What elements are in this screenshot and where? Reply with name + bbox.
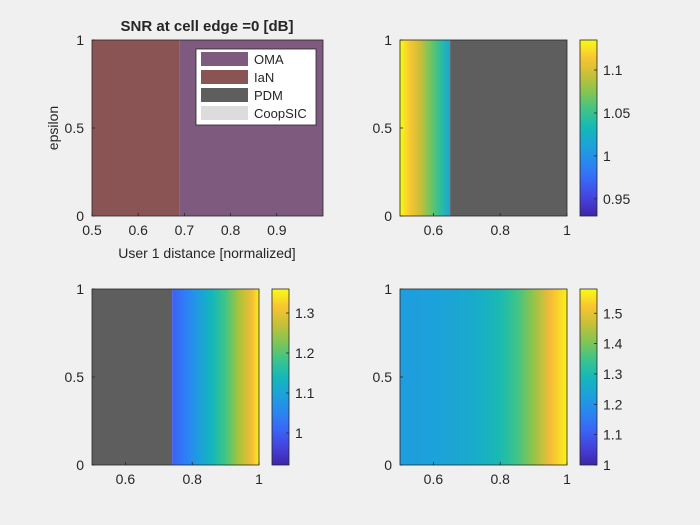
legend-swatch-ian bbox=[201, 70, 248, 84]
panel-4-colorbar-gradient bbox=[579, 288, 598, 466]
panel-1-legend: OMA IaN PDM CoopSIC bbox=[195, 48, 317, 126]
panel-4-axes-frame bbox=[399, 288, 568, 466]
gain-heatmap-region bbox=[172, 289, 259, 465]
panel-1-ytick-label: 1 bbox=[76, 32, 84, 48]
panel-4-ytick-label: 0.5 bbox=[373, 369, 393, 385]
panel-3-xtick-label: 0.8 bbox=[182, 471, 202, 487]
panel-2-xtick-label: 1 bbox=[563, 222, 571, 238]
panel-4-colorbar-tick-label: 1.5 bbox=[603, 305, 623, 321]
panel-2-xtick-label: 0.8 bbox=[490, 222, 510, 238]
panel-2-plot-area bbox=[400, 40, 567, 216]
region-ian bbox=[92, 40, 180, 216]
panel-4-ytick-label: 0 bbox=[384, 457, 392, 473]
panel-2: 0.6 0.8 1 0 0.5 1 0.95 1 1.05 1.1 bbox=[373, 32, 631, 238]
panel-4-xtick-label: 0.8 bbox=[490, 471, 510, 487]
panel-1-axes: 0.5 0.6 0.7 0.8 0.900.51 bbox=[65, 32, 324, 238]
panel-2-axes-frame bbox=[399, 39, 568, 217]
legend-label-oma: OMA bbox=[254, 52, 284, 67]
panel-1-ytick-label: 0 bbox=[76, 208, 84, 224]
panel-3-axes-frame bbox=[91, 288, 260, 466]
panel-4-xtick-label: 1 bbox=[563, 471, 571, 487]
panel-3-ytick-label: 1 bbox=[76, 281, 84, 297]
panel-1-xtick-label: 0.5 bbox=[82, 222, 102, 238]
panel-3-colorbar-tick-label: 1.2 bbox=[295, 345, 315, 361]
panel-3-colorbar: 1 1.1 1.2 1.3 bbox=[271, 288, 315, 466]
panel-1-xtick-label: 0.6 bbox=[128, 222, 148, 238]
panel-1: SNR at cell edge =0 [dB] 0.5 0.6 0.7 0.8 0.9… bbox=[45, 18, 324, 261]
legend-label-ian: IaN bbox=[254, 70, 274, 85]
region-pdm bbox=[450, 40, 567, 216]
gain-heatmap-region bbox=[400, 289, 567, 465]
panel-3-colorbar-tick-label: 1.1 bbox=[295, 385, 315, 401]
legend-label-pdm: PDM bbox=[254, 88, 283, 103]
panel-2-colorbar: 0.95 1 1.05 1.1 bbox=[579, 39, 630, 217]
panel-4-ytick-label: 1 bbox=[384, 281, 392, 297]
legend-swatch-pdm bbox=[201, 88, 248, 102]
panel-2-xtick-label: 0.6 bbox=[424, 222, 444, 238]
panel-3-xtick-label: 1 bbox=[255, 471, 263, 487]
panel-1-ytick-label: 0.5 bbox=[65, 120, 85, 136]
panel-3-colorbar-gradient bbox=[271, 288, 290, 466]
panel-4-colorbar-tick-label: 1.3 bbox=[603, 366, 623, 382]
panel-3-plot-area bbox=[92, 289, 259, 465]
panel-3: 0.6 0.8 1 0 0.5 1 1 1.1 1.2 1.3 bbox=[65, 281, 315, 487]
legend-label-coopsic: CoopSIC bbox=[254, 106, 307, 121]
gain-heatmap-region bbox=[400, 40, 451, 216]
panel-2-colorbar-tick-label: 1.1 bbox=[603, 62, 623, 78]
panel-2-colorbar-tick-label: 0.95 bbox=[603, 191, 630, 207]
panel-4: 0.6 0.8 1 0 0.5 1 1 1.1 1.2 1.3 1.4 1.5 bbox=[373, 281, 623, 487]
panel-1-axes-frame bbox=[91, 39, 324, 217]
panel-1-xtick-label: 0.8 bbox=[221, 222, 241, 238]
panel-4-colorbar-tick-label: 1.4 bbox=[603, 336, 623, 352]
panel-1-xtick-label: 0.7 bbox=[175, 222, 195, 238]
panel-3-colorbar-tick-label: 1.3 bbox=[295, 305, 315, 321]
panel-4-xtick-label: 0.6 bbox=[424, 471, 444, 487]
panel-2-ytick-label: 0.5 bbox=[373, 120, 393, 136]
region-pdm bbox=[92, 289, 173, 465]
panel-4-plot-area bbox=[400, 289, 567, 465]
panel-1-xtick-label: 0.9 bbox=[267, 222, 287, 238]
panel-4-colorbar: 1 1.1 1.2 1.3 1.4 1.5 bbox=[579, 288, 623, 473]
panel-2-ytick-label: 1 bbox=[384, 32, 392, 48]
legend-swatch-coopsic bbox=[201, 106, 248, 120]
panel-2-colorbar-tick-label: 1 bbox=[603, 148, 611, 164]
panel-4-colorbar-tick-label: 1 bbox=[603, 457, 611, 473]
panel-3-xtick-label: 0.6 bbox=[116, 471, 136, 487]
panel-1-title: SNR at cell edge =0 [dB] bbox=[121, 18, 294, 35]
panel-3-colorbar-tick-label: 1 bbox=[295, 425, 303, 441]
panel-4-axes: 0.6 0.8 1 0 0.5 1 bbox=[373, 281, 572, 487]
panel-1-xlabel: User 1 distance [normalized] bbox=[118, 245, 295, 261]
legend-swatch-oma bbox=[201, 52, 248, 66]
panel-2-colorbar-gradient bbox=[579, 39, 598, 217]
panel-4-colorbar-tick-label: 1.2 bbox=[603, 396, 623, 412]
panel-2-axes: 0.6 0.8 1 0 0.5 1 bbox=[373, 32, 572, 238]
panel-3-ytick-label: 0 bbox=[76, 457, 84, 473]
panel-3-ytick-label: 0.5 bbox=[65, 369, 85, 385]
panel-2-colorbar-tick-label: 1.05 bbox=[603, 105, 630, 121]
panel-3-axes: 0.6 0.8 1 0 0.5 1 bbox=[65, 281, 264, 487]
panel-2-ytick-label: 0 bbox=[384, 208, 392, 224]
panel-4-colorbar-tick-label: 1.1 bbox=[603, 427, 623, 443]
panel-1-ylabel: epsilon bbox=[45, 106, 61, 150]
